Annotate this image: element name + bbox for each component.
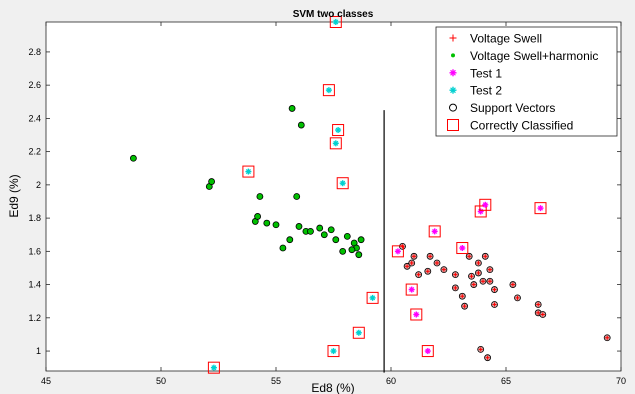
y-tick-label: 2.8: [28, 47, 41, 57]
y-tick-label: 1.2: [28, 313, 41, 323]
support-vector-point: [332, 236, 340, 244]
test-point: [355, 329, 362, 336]
correctly-classified-square: [336, 177, 349, 190]
correctly-classified-square: [322, 84, 335, 97]
legend-label: Voltage Swell: [470, 32, 542, 46]
legend-marker-dot: [451, 53, 455, 58]
support-vector-point: [307, 227, 314, 235]
test-point: [339, 180, 346, 187]
support-vector-point: [357, 236, 365, 244]
test-point: [459, 245, 466, 252]
correctly-classified-square: [405, 283, 418, 296]
test-point: [413, 311, 420, 318]
support-vector-point: [320, 231, 328, 239]
correctly-classified-square: [391, 245, 404, 258]
x-tick-label: 60: [386, 376, 396, 386]
y-tick-label: 2.6: [28, 80, 41, 90]
test-point: [332, 19, 339, 25]
support-vector-point: [263, 219, 271, 227]
x-tick-label: 45: [41, 376, 51, 386]
support-vector-point: [129, 154, 137, 162]
legend-box: [435, 26, 618, 137]
support-vector-point: [286, 236, 294, 244]
legend-label: Support Vectors: [470, 101, 555, 115]
test-point: [335, 127, 342, 134]
test-point: [537, 205, 544, 212]
legend-label: Voltage Swell+harmonic: [470, 49, 598, 63]
test-point: [369, 294, 376, 301]
correctly-classified-square: [421, 345, 434, 358]
support-vector-point: [208, 178, 216, 185]
legend-label: Correctly Classified: [470, 119, 573, 133]
legend-marker-plus: [449, 34, 457, 42]
test-point: [245, 168, 252, 175]
test-point: [408, 286, 415, 293]
support-vector-point: [355, 251, 363, 259]
y-tick-label: 1.6: [28, 246, 41, 256]
correctly-classified-square: [242, 165, 255, 178]
support-vector-point: [288, 105, 296, 112]
support-vector-point: [348, 246, 356, 254]
correctly-classified-square: [352, 326, 365, 339]
correctly-classified-square: [329, 137, 342, 150]
test-point: [394, 248, 401, 255]
support-vector-point: [254, 213, 262, 220]
correctly-classified-square: [207, 361, 220, 374]
support-vector-point: [343, 232, 351, 240]
legend: Voltage Swell Voltage Swell+harmonic Test …: [435, 26, 618, 137]
test-point: [482, 201, 489, 208]
correctly-classified-square: [479, 198, 492, 211]
support-vector-point: [272, 221, 280, 229]
test-point: [210, 364, 217, 371]
correctly-classified-square: [329, 16, 342, 28]
legend-label: Test 2: [470, 84, 502, 98]
support-vector-point: [256, 193, 264, 200]
y-tick-label: 2.4: [28, 113, 41, 123]
test-point: [431, 228, 438, 235]
correctly-classified-square: [366, 291, 379, 304]
x-tick-label: 50: [156, 376, 166, 386]
y-tick-label: 2.2: [28, 147, 41, 157]
x-axis-label: Ed8 (%): [311, 381, 354, 394]
legend-marker-square: [447, 119, 459, 131]
support-vector-point: [279, 244, 287, 252]
data-marks: [129, 16, 611, 374]
test-point: [325, 87, 332, 94]
support-vector-point: [297, 121, 305, 129]
y-tick-label: 1.8: [28, 213, 41, 223]
correctly-classified-square: [428, 225, 441, 238]
correctly-classified-square: [327, 345, 340, 358]
y-tick-label: 1: [36, 346, 41, 356]
support-vector-point: [316, 224, 324, 232]
correctly-classified-square: [534, 202, 547, 215]
legend-marker-star: [449, 69, 457, 77]
x-tick-label: 65: [501, 376, 511, 386]
support-vector-point: [339, 247, 347, 255]
support-vector-point: [293, 193, 301, 200]
axis-ticks: 45 50 55 60 65 70 1 1.2 1.4 1.6 1.8 2 2.2 2.4 2.6 2.8: [28, 22, 626, 386]
y-axis-label: Ed9 (%): [7, 174, 21, 217]
support-vector-point: [295, 223, 303, 230]
support-vector-point: [327, 226, 335, 234]
correctly-classified-square: [474, 205, 487, 218]
test-point: [424, 348, 431, 355]
correctly-classified-square: [456, 242, 469, 255]
chart-title: SVM two classes: [293, 9, 374, 20]
test-point: [332, 140, 339, 147]
correctly-classified-square: [332, 124, 345, 137]
correctly-classified-square: [410, 308, 423, 321]
legend-marker-circle: [449, 103, 457, 112]
x-tick-label: 55: [271, 376, 281, 386]
legend-label: Test 1: [470, 66, 502, 80]
y-tick-label: 2: [36, 180, 41, 190]
test-point: [330, 348, 337, 355]
legend-marker-star: [449, 86, 457, 94]
y-tick-label: 1.4: [28, 280, 41, 290]
x-tick-label: 70: [616, 376, 626, 386]
